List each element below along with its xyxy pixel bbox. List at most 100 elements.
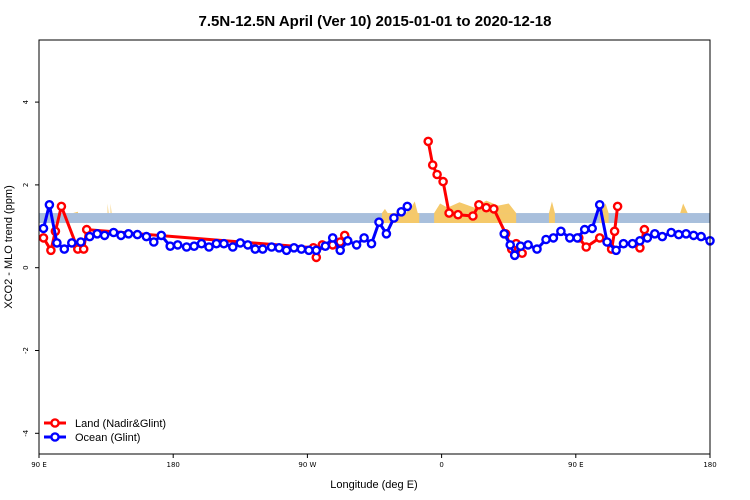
series-1-point-10 bbox=[116, 230, 126, 241]
series-1-point-22 bbox=[211, 238, 222, 249]
y-tick-label-3: 2 bbox=[22, 183, 30, 187]
x-tick-label-0: 90 E bbox=[31, 461, 47, 469]
y-axis: -4 -2 0 2 4 bbox=[22, 99, 39, 437]
series-1-point-13 bbox=[141, 231, 152, 242]
series-1-point-9 bbox=[108, 227, 119, 238]
series-1-point-63 bbox=[611, 245, 621, 256]
series-1-point-12 bbox=[132, 229, 143, 240]
series-1-point-40 bbox=[351, 240, 362, 250]
series-1-point-38 bbox=[335, 245, 346, 256]
series-1-point-35 bbox=[311, 245, 322, 256]
series-1-point-44 bbox=[381, 228, 392, 239]
series-1-point-67 bbox=[642, 233, 653, 243]
series-1-point-69 bbox=[657, 231, 668, 242]
series-1-point-49 bbox=[505, 240, 516, 250]
series-1-point-17 bbox=[172, 240, 183, 250]
x-tick-label-4: 90 E bbox=[568, 461, 584, 469]
series-1-point-52 bbox=[523, 240, 533, 250]
series-1-point-61 bbox=[594, 199, 605, 210]
x-tick-label-5: 180 bbox=[703, 461, 716, 469]
series-1-point-20 bbox=[196, 238, 207, 249]
series-1-point-28 bbox=[257, 244, 268, 254]
series-1-point-43 bbox=[374, 217, 384, 227]
series-1-point-2 bbox=[52, 238, 62, 248]
chart-title: 7.5N-12.5N April (Ver 10) 2015-01-01 to … bbox=[199, 13, 552, 30]
x-tick-label-3: 0 bbox=[439, 461, 443, 469]
series-1-point-73 bbox=[688, 230, 699, 241]
series-1-point-6 bbox=[84, 231, 95, 242]
series-1-point-19 bbox=[189, 241, 199, 251]
series-1-point-74 bbox=[696, 231, 706, 242]
y-tick-label-2: 0 bbox=[22, 265, 30, 269]
series-0-point-19 bbox=[468, 211, 478, 221]
legend-marker-0 bbox=[50, 418, 60, 428]
series-1-point-48 bbox=[499, 228, 510, 239]
series-0-point-1 bbox=[46, 245, 56, 256]
series-1-point-0 bbox=[38, 223, 49, 234]
land-band-patch-3 bbox=[599, 213, 609, 223]
series-0-point-34 bbox=[639, 224, 650, 235]
series-1-point-54 bbox=[541, 234, 551, 245]
series-1-point-8 bbox=[99, 230, 110, 241]
series-1-point-4 bbox=[67, 238, 77, 248]
x-tick-label-2: 90 W bbox=[298, 461, 316, 469]
series-0-point-32 bbox=[612, 201, 623, 212]
series-1-point-46 bbox=[396, 206, 407, 217]
series-1-point-57 bbox=[565, 233, 575, 243]
series-1-point-53 bbox=[532, 244, 542, 254]
series-1-point-7 bbox=[92, 228, 102, 239]
series-1-point-50 bbox=[509, 250, 520, 261]
series-0-point-22 bbox=[488, 204, 499, 214]
series-1-point-15 bbox=[156, 230, 167, 241]
series-1-point-65 bbox=[627, 238, 638, 249]
series-1-point-56 bbox=[556, 226, 566, 237]
y-tick-label-1: -2 bbox=[22, 347, 30, 354]
series-1-point-47 bbox=[402, 201, 413, 212]
series-1-point-11 bbox=[123, 228, 134, 239]
series-1-point-41 bbox=[359, 233, 369, 243]
x-axis: 90 E 180 90 W 0 90 E 180 bbox=[31, 454, 717, 469]
y-tick-label-0: -4 bbox=[22, 429, 30, 437]
series-1-point-55 bbox=[548, 233, 559, 243]
series-1-point-42 bbox=[366, 238, 377, 249]
series-1-point-23 bbox=[219, 238, 229, 249]
series-1-point-18 bbox=[181, 242, 192, 252]
series-1-point-1 bbox=[44, 199, 55, 210]
series-1-point-72 bbox=[681, 228, 691, 239]
series-1-point-71 bbox=[673, 229, 684, 240]
series-0-point-21 bbox=[481, 202, 492, 213]
land-band-patch-2 bbox=[548, 213, 555, 223]
series-1-point-66 bbox=[635, 235, 645, 246]
series-1-point-24 bbox=[227, 242, 238, 252]
series-1-point-32 bbox=[289, 242, 299, 253]
y-tick-label-4: 4 bbox=[22, 99, 30, 104]
series-1-point-33 bbox=[296, 244, 307, 254]
series-1-point-62 bbox=[602, 237, 612, 247]
legend-label-1: Ocean (Glint) bbox=[75, 432, 140, 444]
series-0-point-16 bbox=[438, 176, 448, 187]
legend: Land (Nadir&Glint) Ocean (Glint) bbox=[44, 418, 166, 444]
series-1-point-60 bbox=[587, 223, 598, 234]
series-0-point-20 bbox=[474, 199, 484, 210]
series-0-point-18 bbox=[453, 209, 463, 220]
series-1-point-39 bbox=[342, 235, 353, 246]
y-axis-label: XCO2 - MLO trend (ppm) bbox=[3, 185, 15, 308]
land-band-patch-1 bbox=[381, 213, 420, 223]
series-0-point-28 bbox=[581, 242, 592, 252]
series-1-point-59 bbox=[579, 224, 590, 235]
series-layer bbox=[38, 136, 715, 263]
series-0-point-17 bbox=[444, 208, 454, 218]
series-1-point-16 bbox=[165, 241, 175, 251]
series-1-point-45 bbox=[389, 213, 399, 223]
x-tick-label-1: 180 bbox=[167, 461, 180, 469]
series-1-point-64 bbox=[618, 238, 629, 249]
series-1-point-58 bbox=[572, 233, 583, 243]
legend-label-0: Land (Nadir&Glint) bbox=[75, 418, 166, 430]
series-1-point-36 bbox=[320, 241, 331, 251]
series-0-point-3 bbox=[56, 201, 67, 212]
series-1 bbox=[38, 199, 715, 261]
x-axis-label: Longitude (deg E) bbox=[330, 479, 417, 491]
series-1-point-26 bbox=[242, 240, 253, 250]
series-0-point-15 bbox=[432, 169, 442, 180]
